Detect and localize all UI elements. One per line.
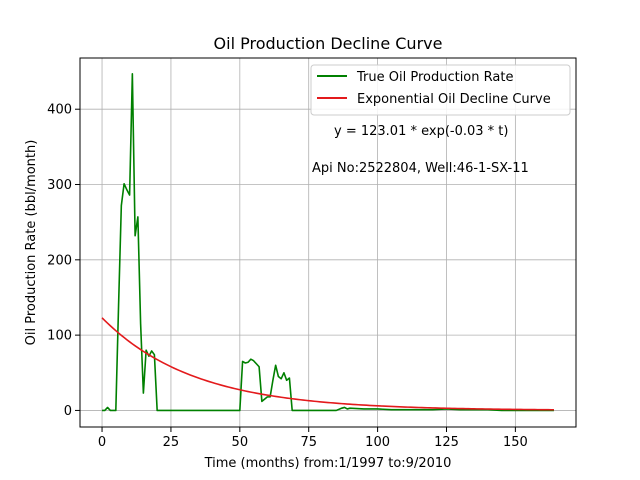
y-tick-label: 200 <box>47 253 72 268</box>
legend: True Oil Production Rate Exponential Oil… <box>310 64 571 116</box>
chart-title: Oil Production Decline Curve <box>214 34 443 53</box>
y-tick-label: 100 <box>47 329 72 344</box>
x-tick-label: 125 <box>434 435 459 450</box>
y-tick-label: 300 <box>47 178 72 193</box>
x-tick-label: 100 <box>365 435 390 450</box>
equation-annotation: y = 123.01 * exp(-0.03 * t) <box>334 124 508 139</box>
plot-frame <box>79 57 577 428</box>
x-tick-label: 150 <box>503 435 528 450</box>
legend-label-true-rate: True Oil Production Rate <box>356 70 513 85</box>
x-tick-label: 0 <box>98 435 106 450</box>
y-tick-label: 0 <box>64 404 72 419</box>
legend-box <box>310 64 571 116</box>
x-tick-label: 50 <box>232 435 249 450</box>
series-line-decline-curve <box>101 317 554 411</box>
legend-label-decline-curve: Exponential Oil Decline Curve <box>357 92 551 107</box>
y-axis-ticks: 0 100 200 300 400 <box>47 103 80 419</box>
series-layer <box>101 73 554 412</box>
y-axis-label: Oil Production Rate (bbl/month) <box>24 140 39 346</box>
y-tick-label: 400 <box>47 103 72 118</box>
well-info-annotation: Api No:2522804, Well:46-1-SX-11 <box>312 161 529 176</box>
x-axis-label: Time (months) from:1/1997 to:9/2010 <box>204 456 452 471</box>
x-tick-label: 25 <box>163 435 180 450</box>
x-tick-label: 75 <box>300 435 317 450</box>
x-axis-ticks: 0 25 50 75 100 125 150 <box>98 427 528 450</box>
series-line-true-rate <box>102 73 554 412</box>
